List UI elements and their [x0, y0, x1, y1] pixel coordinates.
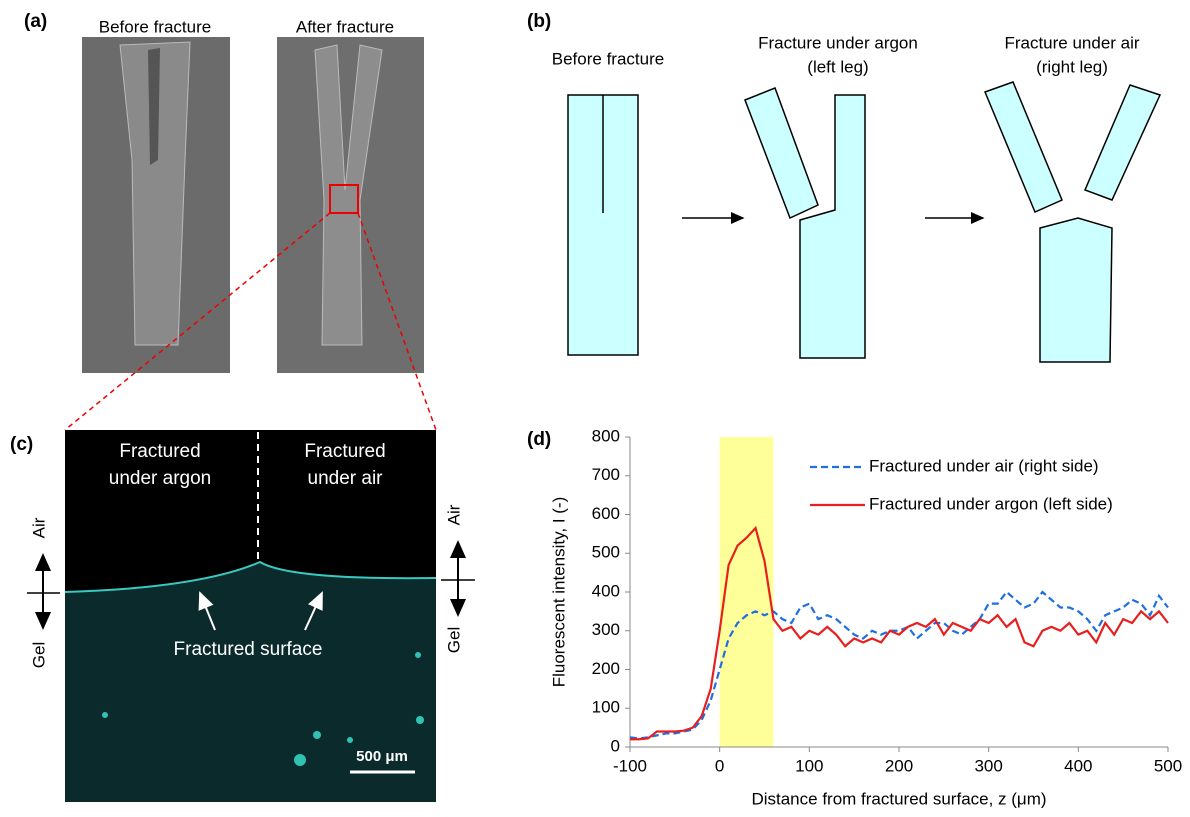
panel-label: (a)	[24, 11, 47, 32]
zoom-line	[357, 212, 437, 431]
particle	[313, 731, 321, 739]
zoom-box	[329, 184, 359, 214]
shape	[1039, 217, 1113, 363]
shape	[1083, 84, 1162, 201]
gel-sample	[119, 41, 191, 346]
particle	[102, 712, 108, 718]
axis-label: Air	[444, 504, 463, 525]
legend-label: Fractured under argon (left side)	[869, 494, 1113, 513]
x-tick-label: -100	[613, 756, 647, 775]
particle	[294, 754, 306, 766]
panel-label: (d)	[527, 429, 551, 450]
series-line	[629, 590, 1169, 740]
y-tick-label: 500	[592, 543, 620, 562]
axis-indicator: Air Gel Air Gel	[27, 504, 475, 668]
caption: Fracture under air	[1004, 33, 1139, 52]
annotation: Fractured surface	[174, 639, 323, 660]
y-tick-label: 200	[592, 659, 620, 678]
particle	[415, 652, 421, 658]
slit	[148, 48, 160, 165]
caption: Fracture under argon	[758, 33, 918, 52]
particle	[347, 737, 353, 743]
shaded-region	[719, 437, 774, 747]
x-tick-label: 100	[795, 756, 823, 775]
shape	[744, 87, 819, 220]
gel-sample	[314, 44, 383, 346]
y-tick-label: 700	[592, 465, 620, 484]
panel-label: (b)	[527, 11, 551, 32]
y-tick-label: 600	[592, 504, 620, 523]
surface	[64, 560, 437, 593]
y-tick-label: 400	[592, 581, 620, 600]
shape	[799, 94, 866, 359]
axis-label: Air	[29, 517, 48, 538]
panel-d: (d) Distance from fractured surface, z (…	[527, 426, 1182, 808]
panel-c: (c) Fractured under argon Fractured unde…	[10, 430, 475, 802]
panel-label: (c)	[10, 434, 33, 455]
gel-region	[65, 562, 436, 802]
particle	[416, 716, 424, 724]
y-axis-title: Fluorescent intensity, I (-)	[549, 497, 568, 688]
caption: (left leg)	[807, 57, 868, 76]
y-tick-label: 300	[592, 620, 620, 639]
x-tick-label: 200	[885, 756, 913, 775]
caption: After fracture	[296, 17, 394, 36]
x-tick-label: 0	[715, 756, 724, 775]
region-label: Fractured	[119, 441, 200, 462]
x-tick-label: 300	[974, 756, 1002, 775]
series-line	[630, 525, 1169, 741]
arrow	[198, 591, 216, 631]
zoom-line	[64, 212, 331, 431]
panel-b: (b) Before fracture Fracture under argon…	[527, 11, 1162, 363]
y-tick-label: 0	[611, 736, 620, 755]
legend-label: Fractured under air (right side)	[869, 456, 1099, 475]
region-label: under air	[308, 468, 384, 489]
x-tick-label: 400	[1064, 756, 1092, 775]
shape	[984, 81, 1063, 213]
scale-label: 500 μm	[356, 748, 408, 765]
y-tick-label: 100	[592, 698, 620, 717]
caption: Before fracture	[552, 49, 664, 68]
region-label: under argon	[109, 468, 211, 489]
axis-label: Gel	[29, 642, 48, 668]
caption: Before fracture	[99, 17, 211, 36]
arrow	[304, 591, 323, 631]
caption: (right leg)	[1036, 57, 1108, 76]
axis-label: Gel	[444, 627, 463, 653]
x-axis-title: Distance from fractured surface, z (μm)	[751, 789, 1046, 808]
panel-a: (a) Before fracture After fracture	[24, 11, 437, 431]
y-tick-label: 800	[592, 426, 620, 445]
region-label: Fractured	[304, 441, 385, 462]
x-tick-label: 500	[1154, 756, 1182, 775]
